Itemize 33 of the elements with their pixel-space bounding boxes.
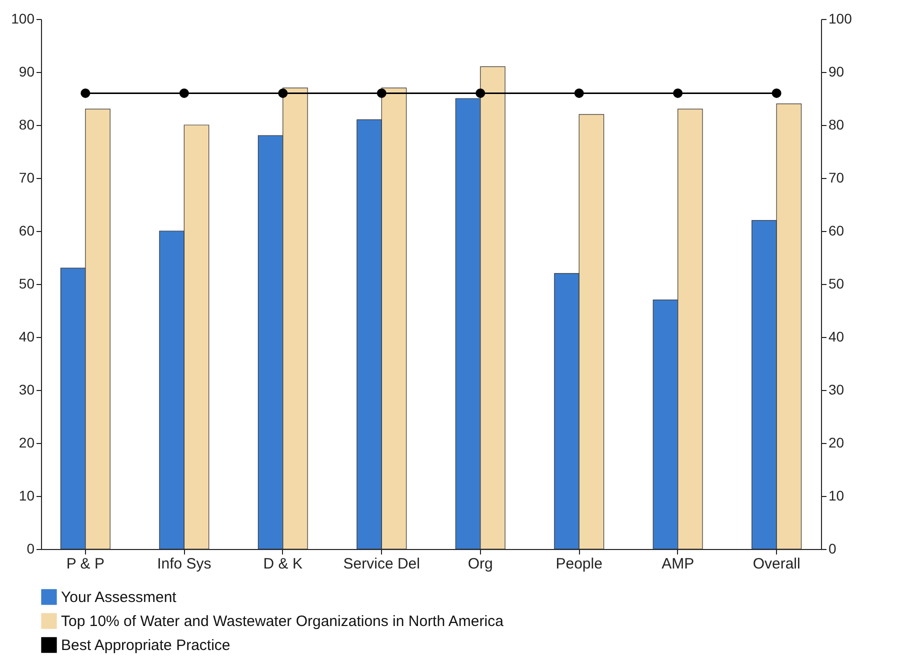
x-tick-label: Service Del — [343, 556, 420, 572]
y-tick-label: 70 — [18, 170, 35, 186]
y-tick-label: 10 — [18, 488, 35, 504]
y2-tick-label: 10 — [828, 488, 844, 504]
y-tick-label: 40 — [18, 328, 35, 344]
y2-tick-label: 80 — [828, 116, 844, 132]
x-tick-label: Overall — [752, 556, 800, 572]
x-tick-label: Org — [468, 556, 493, 572]
x-tick-label: Info Sys — [157, 556, 212, 572]
y2-tick-label: 100 — [828, 10, 852, 26]
x-tick-label: AMP — [662, 556, 694, 572]
y2-tick-label: 30 — [828, 382, 844, 398]
y-tick-label: 90 — [18, 64, 35, 80]
y2-tick-label: 70 — [828, 170, 844, 186]
y-tick-label: 80 — [18, 116, 35, 132]
y-tick-label: 50 — [18, 276, 35, 292]
y-tick-label: 30 — [18, 382, 35, 398]
x-tick-label: People — [556, 556, 602, 572]
y-tick-label: 0 — [26, 540, 35, 556]
y-tick-label: 20 — [18, 434, 35, 450]
y2-tick-label: 60 — [828, 222, 844, 238]
y-tick-label: 60 — [18, 222, 35, 238]
x-tick-label: P & P — [66, 556, 104, 572]
y2-tick-label: 40 — [828, 328, 844, 344]
y2-tick-label: 50 — [828, 276, 844, 292]
y2-tick-label: 0 — [828, 540, 836, 556]
y2-tick-label: 90 — [828, 64, 844, 80]
y2-tick-label: 20 — [828, 434, 844, 450]
legend-label: Top 10% of Water and Wastewater Organizations in North America — [61, 613, 504, 630]
y-tick-label: 100 — [11, 10, 35, 26]
legend-label: Best Appropriate Practice — [61, 637, 230, 654]
x-tick-label: D & K — [263, 556, 302, 572]
legend-label: Your Assessment — [61, 589, 178, 606]
